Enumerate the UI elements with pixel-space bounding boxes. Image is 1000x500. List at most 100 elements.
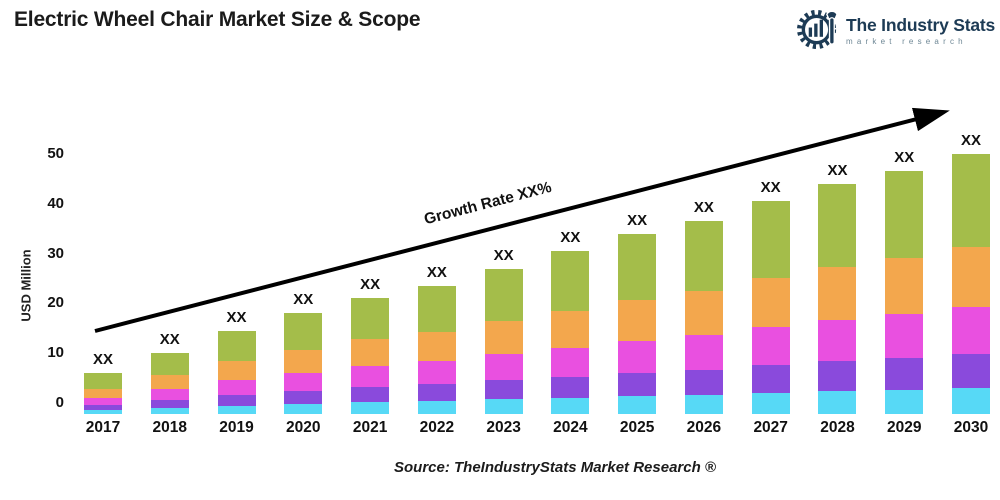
bar-segment-purple (84, 405, 122, 410)
x-tick-label: 2028 (820, 419, 855, 436)
x-tick-label: 2017 (85, 419, 121, 436)
bar-segment-green (284, 313, 323, 350)
bar-segment-purple (217, 395, 256, 406)
brand-tagline: market research (846, 37, 967, 47)
bar-segment-magenta (818, 320, 857, 361)
x-tick-label: 2030 (953, 419, 989, 436)
bar-segment-purple (684, 370, 723, 395)
bar-segment-purple (618, 373, 657, 396)
bar-value-label: XX (560, 229, 581, 247)
bar-value-label: XX (493, 246, 514, 264)
bar-value-label: XX (760, 179, 781, 197)
y-tick-label: 40 (47, 194, 64, 212)
bar-segment-orange (551, 311, 590, 348)
bar-value-label: XX (360, 276, 381, 294)
brand-text: The Industry Stats market research (846, 14, 996, 47)
bar-segment-orange (684, 291, 723, 335)
bar-segment-purple (284, 391, 323, 404)
bar-value-label: XX (894, 149, 915, 167)
x-tick-label: 2023 (486, 419, 521, 436)
bar-segment-purple (818, 361, 857, 391)
bar-segment-purple (885, 358, 924, 390)
brand-name: The Industry Stats (846, 14, 996, 35)
bar-segment-green (150, 353, 189, 375)
bar-segment-magenta (284, 373, 323, 391)
x-tick-label: 2027 (753, 419, 788, 436)
bar-segment-magenta (351, 366, 390, 387)
x-tick-label: 2029 (886, 419, 922, 436)
bar-segment-green (818, 183, 857, 267)
source-note: Source: TheIndustryStats Market Research… (394, 459, 716, 476)
bar-segment-magenta (885, 314, 924, 358)
bar-segment-green (952, 154, 990, 247)
bar-segment-magenta (484, 354, 523, 380)
bar-segment-purple (484, 380, 523, 399)
bar-segment-magenta (618, 341, 657, 373)
bar-segment-magenta (84, 398, 122, 405)
x-tick-label: 2026 (686, 419, 722, 436)
bar-segment-purple (952, 354, 990, 388)
bar-segment-cyan (284, 404, 323, 414)
bar-segment-green (217, 330, 256, 361)
bar-segment-purple (150, 400, 189, 408)
bar-segment-cyan (417, 401, 456, 414)
bar-segment-green (84, 373, 122, 389)
bar-segment-green (885, 171, 924, 258)
y-tick-label: 20 (47, 294, 64, 312)
bar-value-label: XX (693, 199, 714, 217)
bar-segment-cyan (150, 408, 189, 414)
bar-segment-purple (751, 365, 790, 393)
bar-segment-orange (351, 339, 390, 366)
bar-segment-orange (885, 258, 924, 314)
bar-segment-green (484, 268, 523, 321)
bar-segment-green (351, 298, 390, 339)
y-tick-label: 30 (47, 244, 64, 262)
x-tick-label: 2025 (619, 419, 655, 436)
page-title: Electric Wheel Chair Market Size & Scope (14, 8, 421, 31)
bar-segment-cyan (952, 388, 990, 414)
x-tick-label: 2020 (286, 419, 321, 436)
bar-segment-green (417, 285, 456, 332)
bar-segment-purple (551, 377, 590, 398)
bar-segment-purple (417, 384, 456, 401)
bar-segment-cyan (351, 402, 390, 414)
bar-segment-orange (84, 389, 122, 398)
bar-segment-magenta (150, 389, 189, 400)
bar-segment-cyan (484, 399, 523, 414)
x-tick-label: 2022 (419, 419, 455, 436)
bar-value-label: XX (92, 351, 113, 369)
bar-segment-green (551, 251, 590, 311)
bar-segment-orange (818, 267, 857, 320)
x-tick-label: 2021 (352, 419, 388, 436)
bar-segment-cyan (885, 390, 924, 414)
bar-value-label: XX (960, 132, 981, 149)
bar-segment-orange (417, 332, 456, 361)
bar-segment-orange (952, 247, 990, 307)
bar-value-label: XX (159, 331, 180, 349)
bar-segment-cyan (684, 395, 723, 414)
bar-segment-cyan (551, 398, 590, 414)
growth-rate-label: Growth Rate XX% (422, 178, 554, 229)
y-tick-label: 10 (47, 344, 64, 362)
bar-segment-orange (150, 375, 189, 389)
gear-wrench-icon (797, 7, 840, 55)
y-tick-label: 50 (47, 145, 64, 162)
bar-segment-magenta (952, 307, 990, 354)
bar-segment-magenta (551, 348, 590, 377)
bar-segment-green (751, 201, 790, 278)
bar-segment-cyan (751, 393, 790, 414)
x-tick-label: 2018 (152, 419, 187, 436)
bar-segment-orange (217, 361, 256, 380)
bar-value-label: XX (827, 161, 848, 179)
bar-segment-magenta (217, 380, 256, 395)
bar-segment-orange (484, 321, 523, 354)
bar-segment-magenta (417, 361, 456, 384)
bar-segment-magenta (751, 327, 790, 365)
bar-value-label: XX (426, 263, 447, 281)
bar-segment-purple (351, 387, 390, 402)
bar-segment-cyan (818, 391, 857, 414)
x-tick-label: 2024 (553, 419, 588, 436)
bar-value-label: XX (293, 291, 314, 309)
bar-segment-orange (751, 278, 790, 327)
